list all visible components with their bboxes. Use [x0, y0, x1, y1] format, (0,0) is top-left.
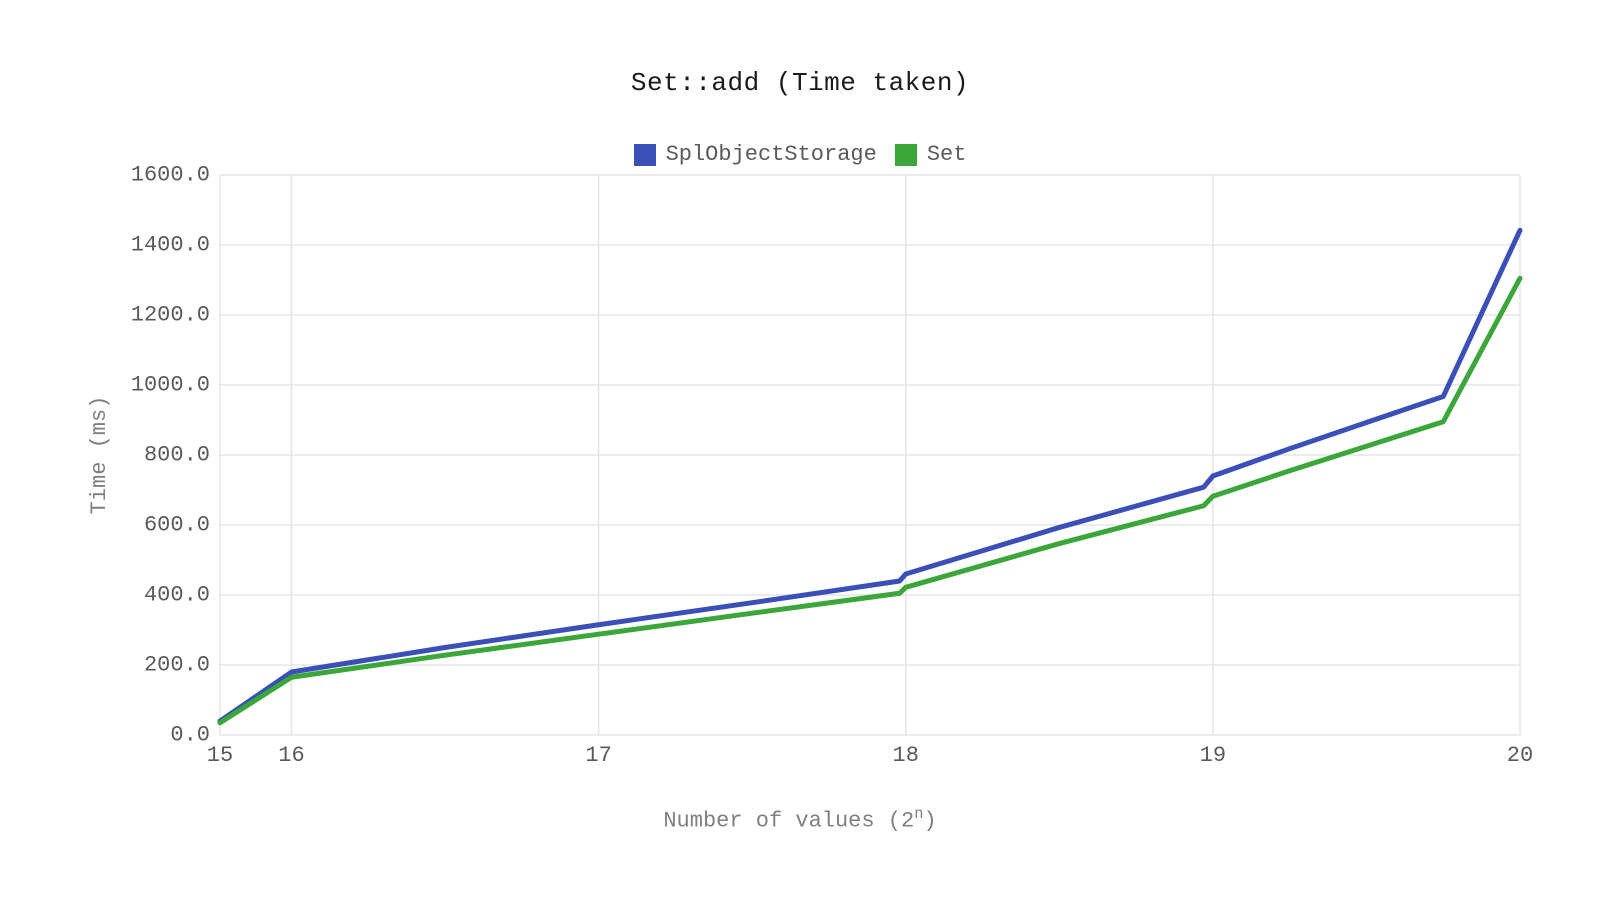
- x-axis-label: Number of values (2n): [0, 805, 1600, 833]
- x-axis-label-prefix: Number of values (2: [663, 808, 914, 833]
- legend-item-splobjectstorage: SplObjectStorage: [634, 142, 877, 167]
- y-tick-label: 1400.0: [90, 233, 210, 258]
- x-tick-label: 16: [278, 743, 304, 768]
- x-tick-label: 19: [1200, 743, 1226, 768]
- legend-label: Set: [927, 142, 967, 167]
- y-tick-label: 1000.0: [90, 373, 210, 398]
- chart-title: Set::add (Time taken): [0, 68, 1600, 98]
- x-tick-label: 20: [1507, 743, 1533, 768]
- x-tick-label: 18: [893, 743, 919, 768]
- y-tick-label: 1200.0: [90, 303, 210, 328]
- y-tick-label: 0.0: [90, 723, 210, 748]
- chart-svg: [220, 175, 1520, 735]
- chart-container: Set::add (Time taken) SplObjectStorage S…: [0, 0, 1600, 900]
- y-tick-label: 400.0: [90, 583, 210, 608]
- chart-legend: SplObjectStorage Set: [0, 142, 1600, 167]
- y-tick-label: 200.0: [90, 653, 210, 678]
- plot-area: 0.0200.0400.0600.0800.01000.01200.01400.…: [220, 175, 1520, 735]
- y-tick-label: 600.0: [90, 513, 210, 538]
- legend-label: SplObjectStorage: [666, 142, 877, 167]
- y-tick-label: 1600.0: [90, 163, 210, 188]
- legend-swatch-icon: [895, 144, 917, 166]
- x-tick-label: 17: [585, 743, 611, 768]
- legend-item-set: Set: [895, 142, 967, 167]
- x-axis-label-suffix: ): [923, 808, 936, 833]
- x-tick-label: 15: [207, 743, 233, 768]
- legend-swatch-icon: [634, 144, 656, 166]
- y-tick-label: 800.0: [90, 443, 210, 468]
